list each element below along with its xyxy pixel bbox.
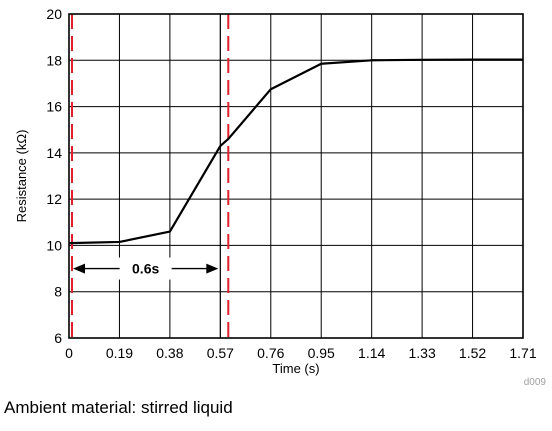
y-tick-labels: 6 8 10 12 14 16 18 20 [46,6,62,346]
series-group [68,58,523,245]
resistance-series-line [68,58,523,245]
y-tick-label: 14 [46,145,62,161]
y-tick-label: 16 [46,99,62,115]
x-tick-label: 1.52 [459,345,486,361]
x-tick-label: 0.76 [257,345,284,361]
x-axis-title: Time (s) [272,361,319,376]
x-tick-label: 0.95 [308,345,335,361]
x-tick-label: 1.14 [358,345,385,361]
figure-id: d009 [524,377,547,388]
plot-frame [68,13,524,339]
caption: Ambient material: stirred liquid [4,398,233,417]
annotation-arrowhead-left [73,263,85,274]
y-tick-label: 18 [46,52,62,68]
y-tick-label: 20 [46,6,62,22]
duration-annotation: 0.6s [73,14,221,338]
annotation-label-background [117,257,174,280]
x-tick-label: 1.33 [408,345,435,361]
y-tick-label: 6 [54,330,62,346]
y-axis-title: Resistance (kΩ) [14,130,29,223]
y-tick-label: 10 [46,237,62,253]
annotation-arrowhead-right [206,263,219,274]
resistance-time-chart: 0.6s 0 0.19 0.38 0.57 0.76 0.95 1.14 1.33 1.52 1.… [14,6,547,388]
x-tick-labels: 0 0.19 0.38 0.57 0.76 0.95 1.14 1.33 1.52 1.71 [65,345,537,361]
annotation-label: 0.6s [132,261,159,277]
x-tick-label: 0.57 [207,345,234,361]
x-tick-label: 0.19 [106,345,133,361]
event-markers [71,14,230,338]
x-tick-label: 1.71 [509,345,536,361]
x-tick-label: 0.38 [156,345,183,361]
grid-lines [68,13,524,339]
y-tick-label: 12 [46,191,62,207]
x-tick-label: 0 [65,345,73,361]
y-tick-label: 8 [54,284,62,300]
